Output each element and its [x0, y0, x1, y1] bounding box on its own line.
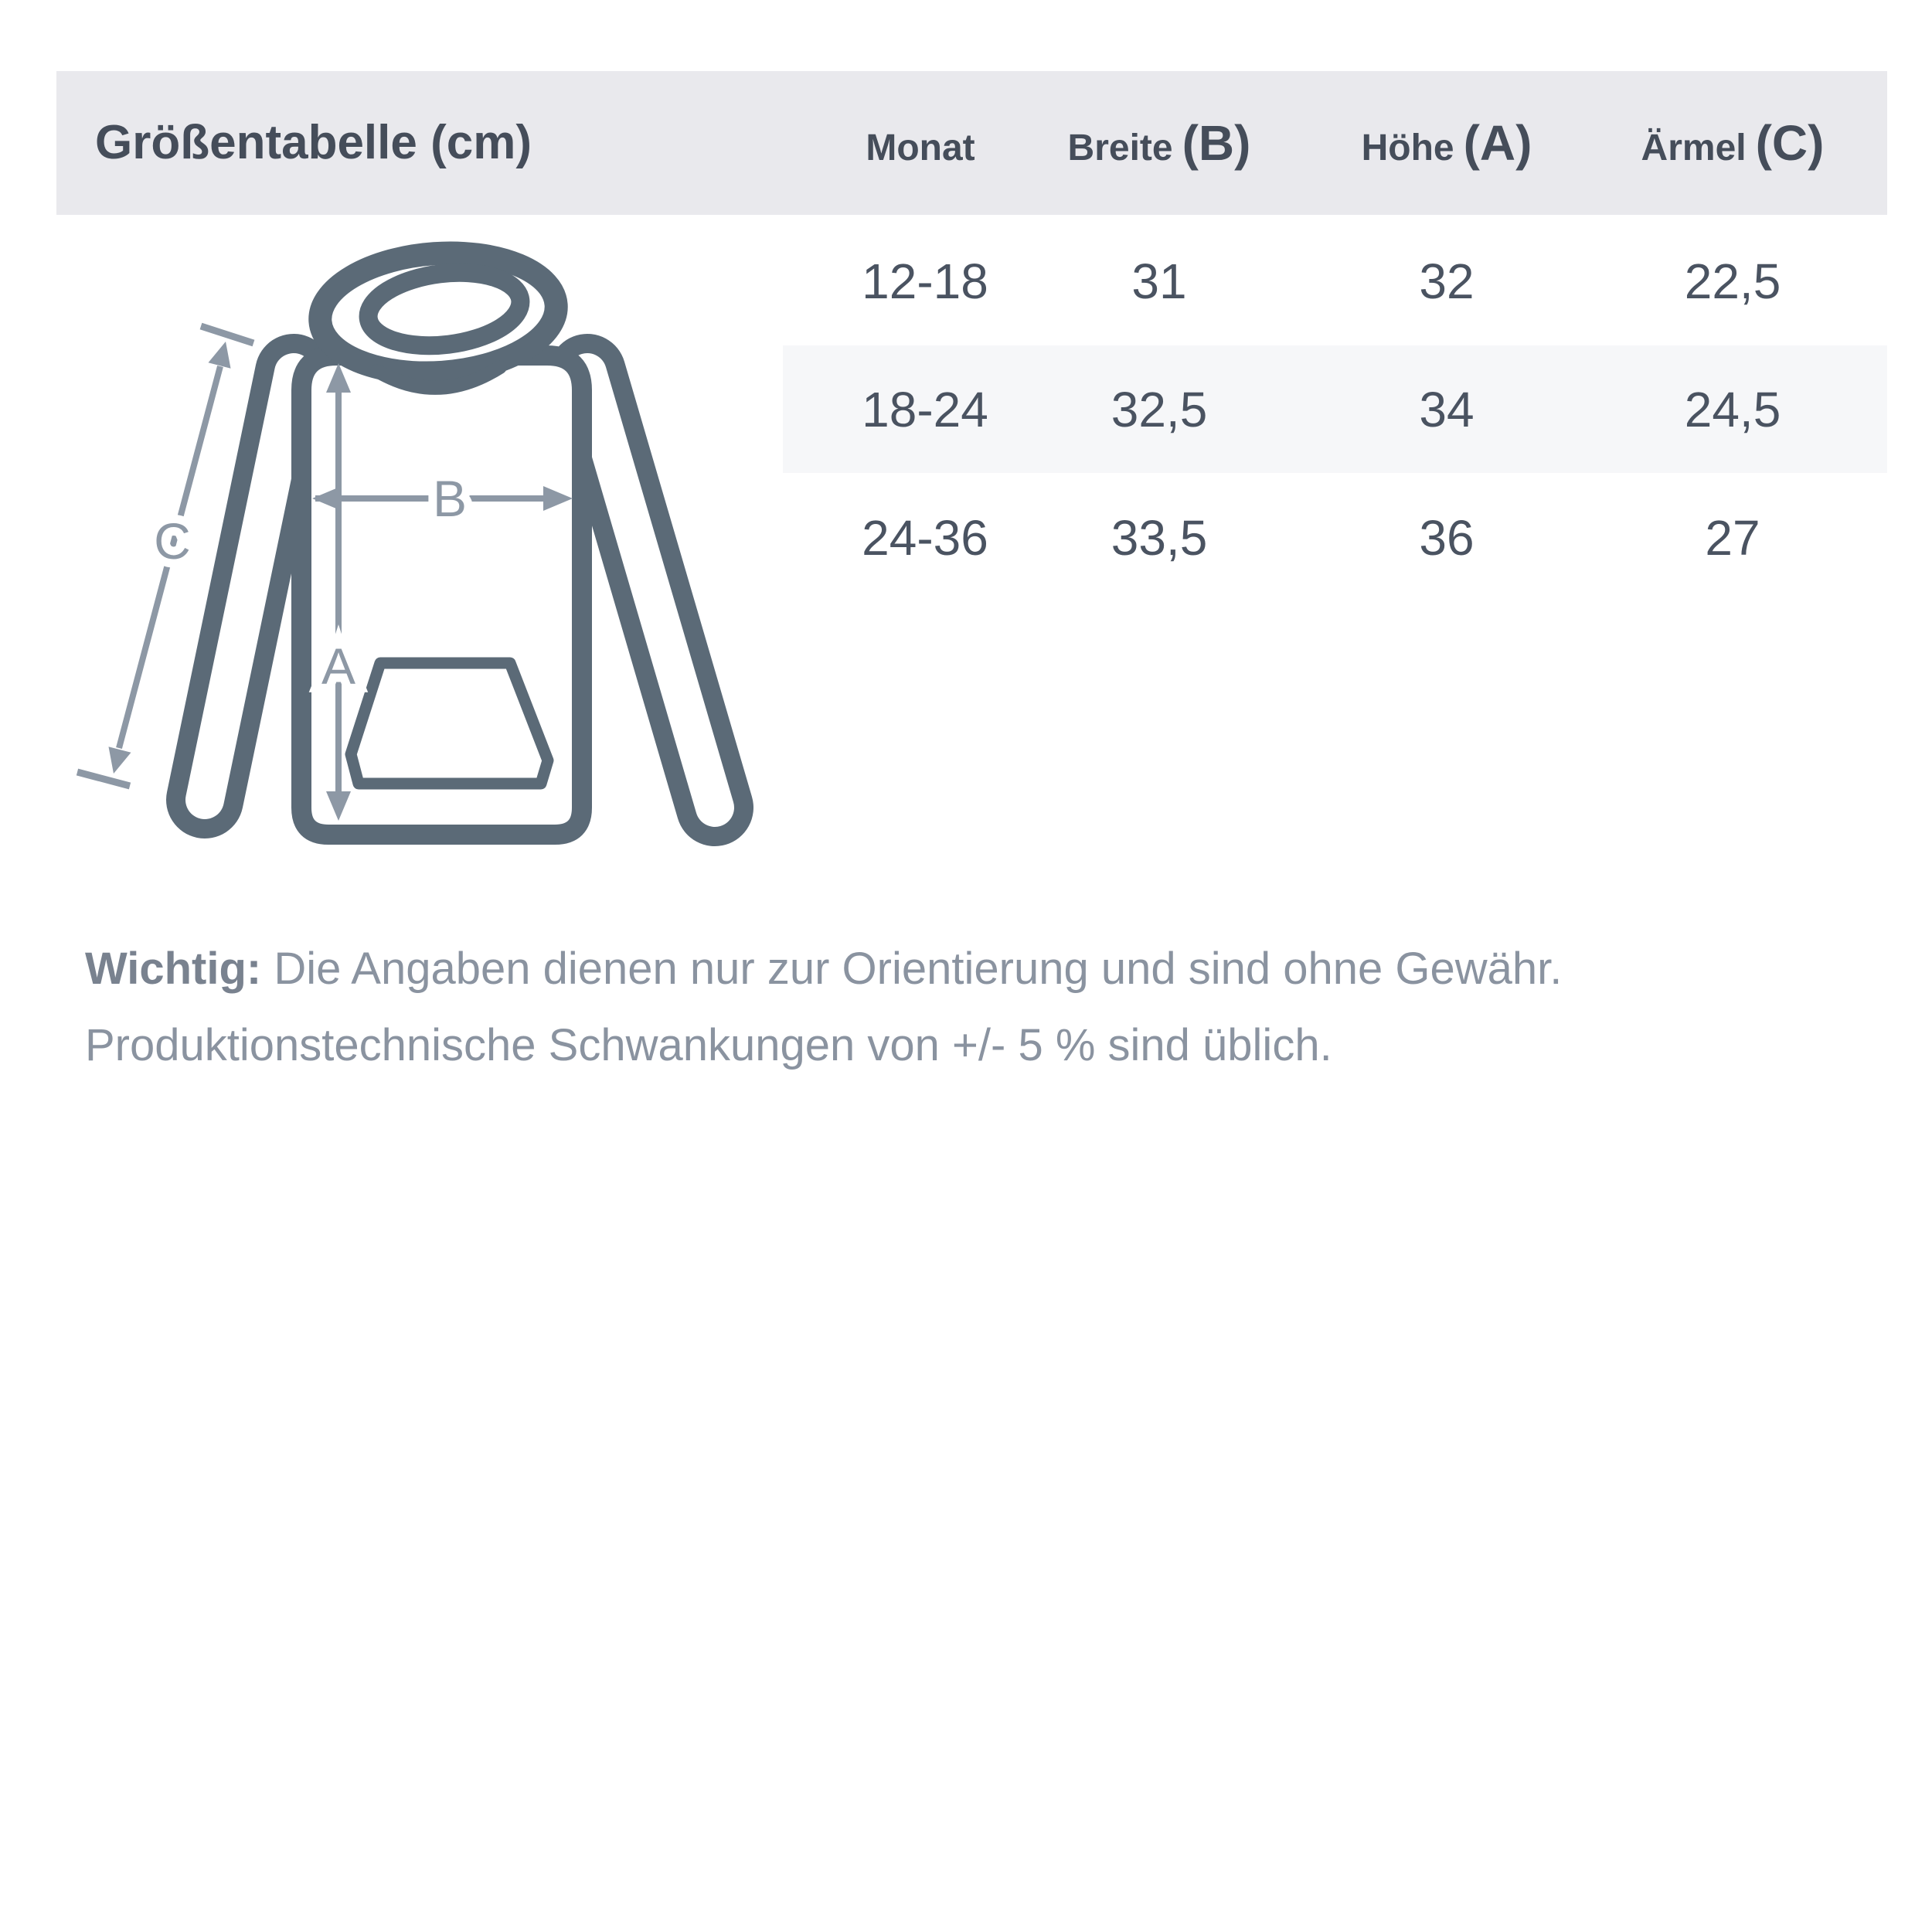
note-lead: Wichtig:: [85, 944, 262, 994]
column-header-label: Monat: [866, 128, 975, 168]
table-cell-monat: 24-36: [862, 510, 988, 566]
column-header-label: Ärmel: [1641, 128, 1747, 168]
column-header-breite: Breite (B): [1020, 71, 1298, 215]
sleeve-tick-bottom: [76, 768, 131, 790]
table-cell-monat: 18-24: [862, 382, 988, 437]
note-line1: Die Angaben dienen nur zur Orientierung …: [274, 944, 1563, 994]
table-cell-monat: 12-18: [862, 253, 988, 309]
sleeve-label: C: [154, 512, 191, 570]
table-cell-breite: 32,5: [1111, 382, 1208, 437]
sleeve-arrow-C: [76, 322, 255, 790]
width-arrow-B: [312, 486, 573, 511]
column-header-letter: (C): [1755, 115, 1825, 171]
hoodie-hood-opening: [359, 263, 530, 355]
hoodie-hood-drape: [370, 360, 507, 395]
table-cell-hoehe: 36: [1419, 510, 1475, 566]
width-label: B: [433, 470, 467, 527]
table-header-band: [56, 71, 1887, 215]
table-cell-aermel: 24,5: [1684, 382, 1781, 437]
column-header-monat: Monat: [786, 71, 1064, 215]
table-cell-hoehe: 32: [1419, 253, 1475, 309]
height-arrow-A: [326, 363, 351, 821]
table-cell-breite: 31: [1131, 253, 1187, 309]
hoodie-measurement-diagram: A B C: [76, 241, 753, 846]
row-highlight-stripe: [783, 345, 1887, 473]
disclaimer-note: Wichtig: Die Angaben dienen nur zur Orie…: [85, 930, 1847, 1083]
table-cell-aermel: 27: [1705, 510, 1760, 566]
height-label: A: [321, 638, 355, 695]
hoodie-kangaroo-pocket: [345, 657, 554, 790]
size-chart-title: Größentabelle (cm): [95, 116, 532, 169]
hoodie-right-sleeve: [549, 334, 753, 846]
column-header-letter: (B): [1182, 115, 1251, 171]
column-header-hoehe: Höhe (A): [1308, 71, 1586, 215]
table-cell-hoehe: 34: [1419, 382, 1475, 437]
column-header-label: Breite: [1067, 128, 1173, 168]
sleeve-tick-top: [199, 322, 255, 347]
note-line2: Produktionstechnische Schwankungen von +…: [85, 1020, 1332, 1070]
column-header-label: Höhe: [1361, 128, 1454, 168]
table-cell-breite: 33,5: [1111, 510, 1208, 566]
column-header-aermel: Ärmel (C): [1594, 71, 1872, 215]
table-cell-aermel: 22,5: [1684, 253, 1781, 309]
column-header-letter: (A): [1463, 115, 1532, 171]
hoodie-left-sleeve: [166, 334, 332, 838]
